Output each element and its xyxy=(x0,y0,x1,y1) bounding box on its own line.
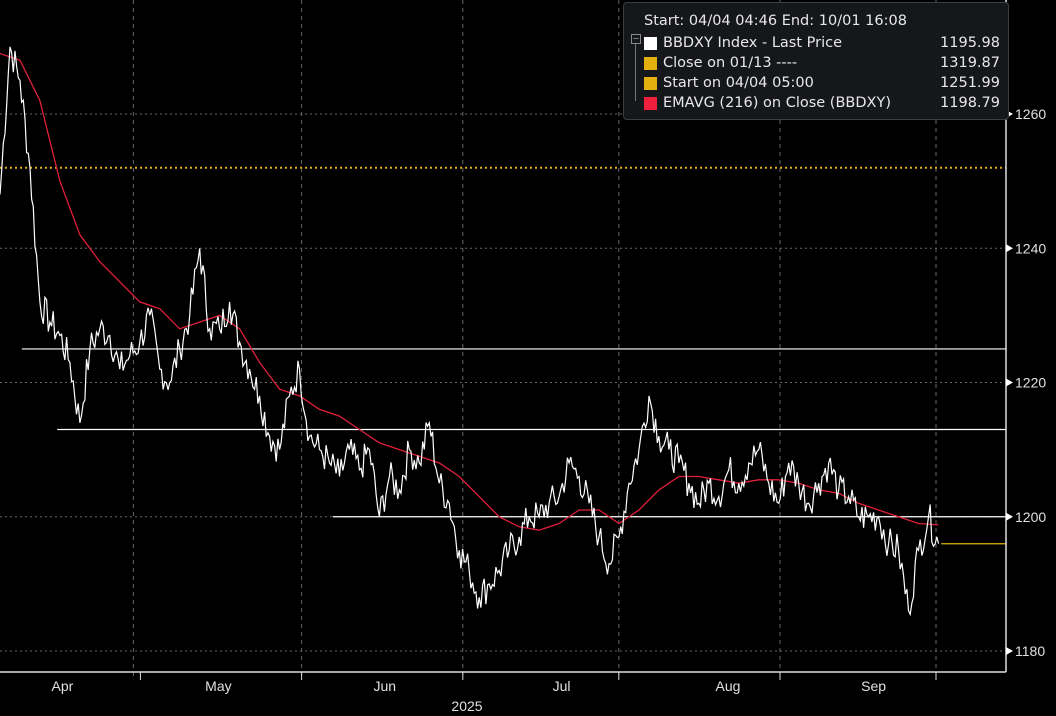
x-tick-label: Aug xyxy=(716,678,741,694)
y-tick-arrow xyxy=(1006,647,1013,655)
ema-series-line xyxy=(0,52,939,531)
red-swatch-icon xyxy=(644,96,657,110)
yellow-swatch-icon xyxy=(644,76,657,90)
year-label: 2025 xyxy=(451,698,482,714)
price-series-line xyxy=(0,46,940,617)
white-swatch-icon xyxy=(644,36,657,50)
legend-box: Start: 04/04 04:46 End: 10/01 16:08 − BB… xyxy=(623,2,1009,120)
y-tick-label: 1260 xyxy=(1015,106,1046,122)
legend-item-start[interactable]: Start on 04/04 05:00 1251.99 xyxy=(644,73,1000,93)
y-axis-ticks: 1180 1200 1220 1240 1260 xyxy=(1006,106,1046,659)
legend-item-last-price[interactable]: BBDXY Index - Last Price 1195.98 xyxy=(644,33,1000,53)
legend-item-ema[interactable]: EMAVG (216) on Close (BBDXY) 1198.79 xyxy=(644,93,1000,113)
x-tick-label: Jul xyxy=(553,678,571,694)
yellow-swatch-icon xyxy=(644,56,657,70)
x-tick-label: May xyxy=(205,678,231,694)
legend-item-close[interactable]: Close on 01/13 ---- 1319.87 xyxy=(644,53,1000,73)
y-tick-label: 1200 xyxy=(1015,509,1046,525)
legend-label: Close on 01/13 ---- xyxy=(663,55,798,71)
legend-value: 1195.98 xyxy=(940,35,1000,51)
y-tick-label: 1220 xyxy=(1015,375,1046,391)
collapse-icon[interactable]: − xyxy=(631,34,641,44)
y-tick-label: 1180 xyxy=(1015,643,1045,659)
legend-value: 1251.99 xyxy=(940,75,1000,91)
legend-label: Start on 04/04 05:00 xyxy=(663,75,814,91)
reference-lines xyxy=(0,166,1006,545)
legend-label: EMAVG (216) on Close (BBDXY) xyxy=(663,95,891,111)
y-tick-label: 1240 xyxy=(1015,240,1046,256)
y-tick-arrow xyxy=(1006,512,1013,521)
legend-tree-line xyxy=(635,41,642,101)
y-tick-arrow xyxy=(1006,244,1013,253)
legend-value: 1198.79 xyxy=(940,95,1000,111)
legend-label: BBDXY Index - Last Price xyxy=(663,35,843,51)
x-tick-label: Jun xyxy=(374,678,397,694)
y-tick-arrow xyxy=(1006,378,1013,387)
legend-value: 1319.87 xyxy=(940,55,1000,71)
legend-date-range: Start: 04/04 04:46 End: 10/01 16:08 xyxy=(644,13,907,29)
x-tick-label: Sep xyxy=(861,678,886,694)
x-axis-ticks: Apr May Jun Jul Aug Sep xyxy=(52,672,937,694)
x-tick-label: Apr xyxy=(52,678,74,694)
